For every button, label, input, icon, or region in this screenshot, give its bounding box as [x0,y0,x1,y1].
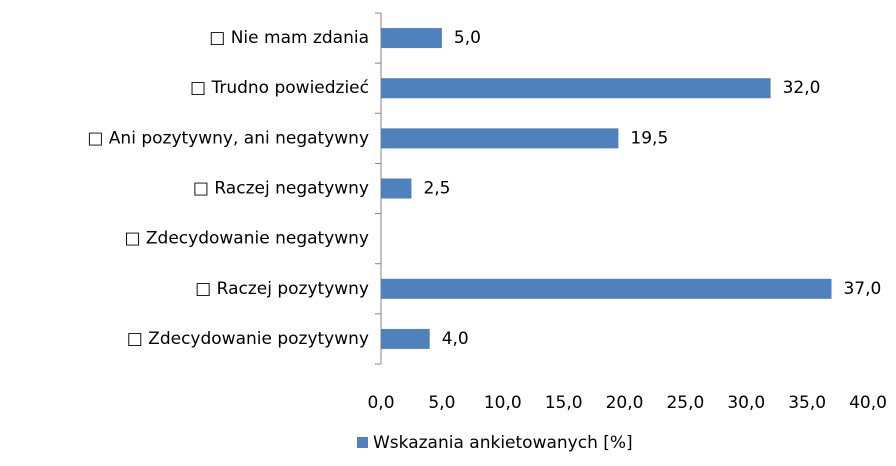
value-label: 19,5 [630,128,668,148]
value-label: 5,0 [454,28,481,48]
legend-swatch [357,437,368,448]
bar [381,28,442,49]
y-tick-label: □ Raczej negatywny [193,179,369,199]
y-tick-label: □ Nie mam zdania [209,28,369,48]
x-tick-label: 10,0 [484,393,522,413]
bar [381,78,771,99]
y-tick-label: □ Ani pozytywny, ani negatywny [87,128,369,148]
y-tick-label: □ Raczej pozytywny [195,279,369,299]
value-label: 32,0 [783,78,821,98]
bar [381,278,832,299]
bar [381,328,430,349]
y-tick-label: □ Zdecydowanie pozytywny [127,329,369,349]
value-label: 37,0 [843,279,881,299]
x-tick-label: 5,0 [428,393,455,413]
value-label: 2,5 [423,179,450,199]
x-tick-label: 35,0 [788,393,826,413]
x-tick-label: 25,0 [666,393,704,413]
x-tick-label: 30,0 [727,393,765,413]
bar [381,128,619,149]
legend-label: Wskazania ankietowanych [%] [373,433,633,453]
y-tick-label: □ Zdecydowanie negatywny [124,229,369,249]
x-tick-label: 0,0 [367,393,394,413]
value-label: 4,0 [442,329,469,349]
x-tick-label: 20,0 [606,393,644,413]
y-tick-label: □ Trudno powiedzieć [190,78,369,98]
bar [381,178,412,199]
x-tick-label: 15,0 [545,393,583,413]
x-tick-label: 40,0 [849,393,887,413]
